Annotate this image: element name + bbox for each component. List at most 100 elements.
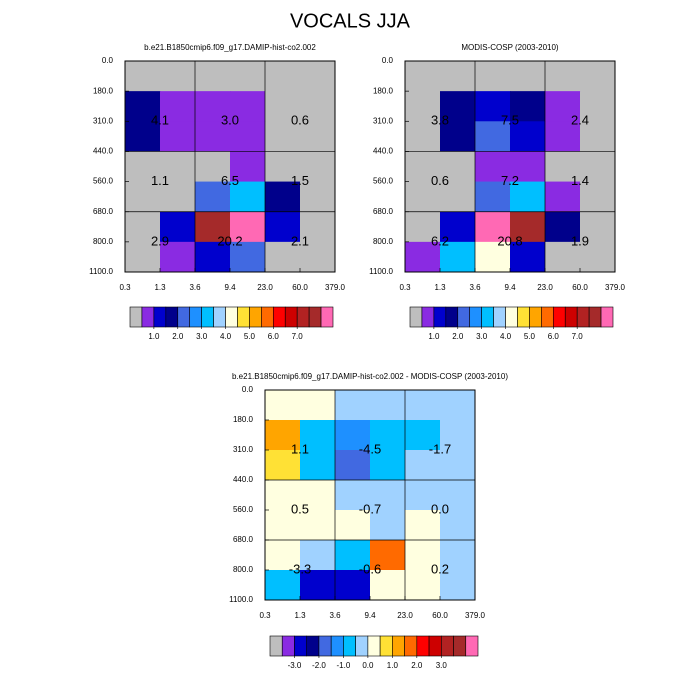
x-tick-label: 23.0 [397,611,413,620]
y-tick-label: 1100.0 [369,267,393,276]
cell [300,91,336,122]
colorbar-box [517,306,530,328]
cell [370,420,406,451]
cell [125,91,161,122]
cell [300,211,336,243]
cell [265,61,301,92]
colorbar-box [261,306,274,328]
cell [580,91,616,122]
cell [440,390,476,421]
colorbar-box [493,306,506,328]
cell [405,121,441,152]
colorbar-box [576,306,590,328]
group-value: 7.5 [501,113,519,128]
cell [580,151,616,183]
cell [545,181,581,213]
y-tick-label: 0.0 [242,385,254,394]
cell [510,211,546,243]
cell [230,241,266,273]
colorbar-box [153,306,167,328]
colorbar-label: 1.0 [428,332,440,341]
x-tick-label: 9.4 [364,611,376,620]
x-tick-label: 60.0 [432,611,448,620]
colorbar-box [392,635,405,657]
cell [125,121,161,152]
colorbar-box [481,306,494,328]
cell [405,151,441,183]
x-tick-label: 0.3 [119,283,131,292]
panel-title: b.e21.B1850cmip6.f09_g17.DAMIP-hist-co2.… [144,43,316,52]
cell [335,480,371,511]
x-tick-label: 1.3 [434,283,446,292]
cell [475,181,511,213]
cell [300,510,336,541]
cell [405,61,441,92]
colorbar-box [465,635,479,657]
x-tick-label: 9.4 [224,283,236,292]
cell [405,570,441,601]
cell [265,121,301,152]
cell [230,181,266,213]
colorbar-box [177,306,191,328]
cell [300,480,336,511]
cell [265,450,301,481]
cell [300,450,336,481]
cell [580,61,616,92]
x-tick-label: 3.6 [469,283,481,292]
group-value: -0.6 [359,561,381,576]
y-tick-label: 800.0 [93,237,114,246]
colorbar-box [294,635,308,657]
cell [125,181,161,213]
colorbar-box [306,635,320,657]
cell [545,151,581,183]
colorbar-label: 5.0 [244,332,256,341]
cell [265,570,301,601]
x-tick-label: 1.3 [294,611,306,620]
figure-title: VOCALS JJA [290,10,411,32]
x-tick-label: 3.6 [189,283,201,292]
y-tick-label: 1100.0 [229,595,253,604]
y-tick-label: 440.0 [233,475,254,484]
cell [510,151,546,183]
cell [510,121,546,152]
cell [335,540,371,571]
cell [510,61,546,92]
y-tick-label: 800.0 [373,237,394,246]
group-value: -3.3 [289,561,311,576]
y-tick-label: 0.0 [102,56,114,65]
cell [440,91,476,122]
colorbar-box [201,306,214,328]
cell [265,420,301,451]
colorbar-box [564,306,578,328]
colorbar-box [213,306,226,328]
cell [125,241,161,273]
cell [475,91,511,122]
group-value: 1.5 [291,173,309,188]
cell [300,570,336,601]
y-tick-label: 560.0 [93,177,114,186]
group-value: 0.5 [291,501,309,516]
colorbar-box [445,306,459,328]
cell [230,61,266,92]
colorbar-box [129,306,143,328]
cell [440,241,476,273]
group-value: 0.2 [431,561,449,576]
cell [160,181,196,213]
group-value: 1.1 [291,441,309,456]
group-value: 1.9 [571,233,589,248]
cell [370,510,406,541]
cell [335,450,371,481]
colorbar-box [404,635,418,657]
x-tick-label: 60.0 [292,283,308,292]
colorbar-box [320,306,334,328]
colorbar-label: 4.0 [500,332,512,341]
group-value: 6.2 [431,233,449,248]
cell [440,121,476,152]
cell [370,540,406,571]
y-tick-label: 310.0 [373,116,394,125]
cell [510,241,546,273]
colorbar-box [379,635,393,657]
cell [405,91,441,122]
cell [370,570,406,601]
